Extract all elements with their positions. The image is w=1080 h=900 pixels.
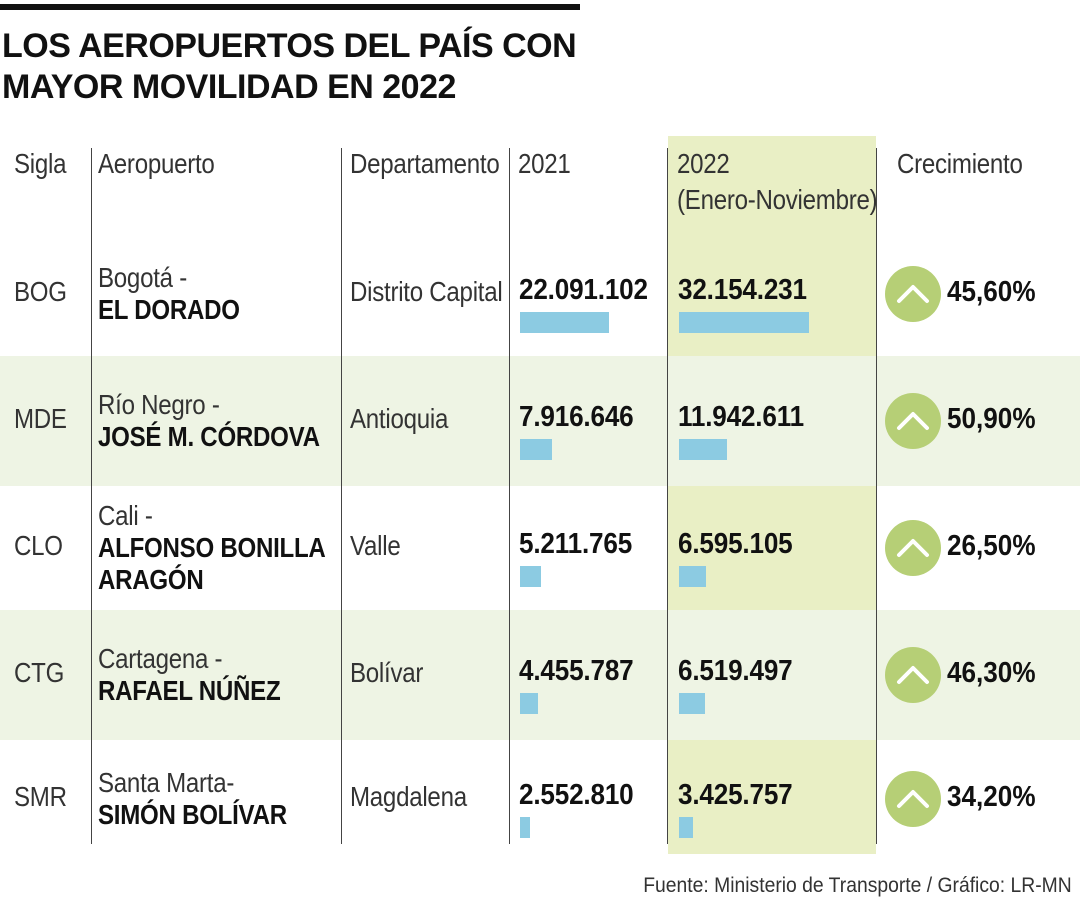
header-sigla: Sigla [14,148,67,179]
airport-name: ALFONSO BONILLA [98,532,326,563]
departamento-cell: Bolívar [350,657,424,688]
chart-title-line-2: MAYOR MOVILIDAD EN 2022 [2,68,456,106]
chevron-up-icon [897,790,929,808]
sigla-cell: SMR [14,781,67,812]
header-crecimiento: Crecimiento [897,148,1023,179]
bar-2022 [679,312,809,333]
growth-value: 50,90% [947,403,1036,435]
growth-value: 45,60% [947,276,1036,308]
bar-2022 [679,439,727,460]
airport-city: Río Negro - [98,389,220,420]
chevron-up-icon [897,539,929,557]
bar-2021 [520,439,552,460]
bar-2021 [520,312,609,333]
growth-badge [885,393,941,449]
growth-badge [885,647,941,703]
value-2022: 11.942.611 [678,401,804,433]
source-note: Fuente: Ministerio de Transporte / Gráfi… [643,874,1072,897]
airport-name: SIMÓN BOLÍVAR [98,799,287,830]
bar-2022 [679,566,706,587]
value-2021: 7.916.646 [519,401,634,433]
header-2021: 2021 [518,148,571,179]
value-2022: 32.154.231 [678,274,807,306]
airport-name: JOSÉ M. CÓRDOVA [98,421,320,452]
sigla-cell: BOG [14,276,67,307]
airport-city: Cartagena - [98,643,223,674]
sigla-cell: CLO [14,530,63,561]
departamento-cell: Distrito Capital [350,276,503,307]
airport-name: ARAGÓN [98,564,204,595]
column-divider [91,148,92,844]
growth-value: 34,20% [947,781,1036,813]
value-2021: 5.211.765 [519,528,633,560]
growth-value: 46,30% [947,657,1036,689]
bar-2021 [520,566,541,587]
airport-name: EL DORADO [98,294,240,325]
chart-title-line-1: LOS AEROPUERTOS DEL PAÍS CON [2,27,577,65]
chevron-up-icon [897,666,929,684]
chevron-up-icon [897,285,929,303]
value-2022: 3.425.757 [678,779,793,811]
airport-city: Bogotá - [98,262,187,293]
value-2021: 4.455.787 [519,655,634,687]
bar-2021 [520,693,538,714]
chevron-up-icon [897,412,929,430]
title-rule [0,4,580,10]
header-2022: 2022 [677,148,730,179]
bar-2021 [520,817,530,838]
growth-value: 26,50% [947,530,1036,562]
highlight-column-2022 [668,136,876,854]
bar-2022 [679,693,705,714]
header-2022-period: (Enero-Noviembre) [677,184,878,215]
header-aeropuerto: Aeropuerto [98,148,215,179]
chart-title: LOS AEROPUERTOS DEL PAÍS CON MAYOR MOVIL… [2,26,602,108]
growth-badge [885,771,941,827]
departamento-cell: Antioquia [350,403,449,434]
growth-badge [885,266,941,322]
column-divider [667,148,668,844]
departamento-cell: Magdalena [350,781,467,812]
value-2022: 6.595.105 [678,528,793,560]
sigla-cell: MDE [14,403,67,434]
value-2022: 6.519.497 [678,655,793,687]
airport-name: RAFAEL NÚÑEZ [98,675,281,706]
departamento-cell: Valle [350,530,401,561]
airport-city: Santa Marta- [98,767,235,798]
growth-badge [885,520,941,576]
column-divider [341,148,342,844]
sigla-cell: CTG [14,657,65,688]
value-2021: 2.552.810 [519,779,634,811]
header-departamento: Departamento [350,148,500,179]
airport-city: Cali - [98,500,153,531]
bar-2022 [679,817,693,838]
value-2021: 22.091.102 [519,274,648,306]
column-divider [876,148,877,844]
column-divider [509,148,510,844]
